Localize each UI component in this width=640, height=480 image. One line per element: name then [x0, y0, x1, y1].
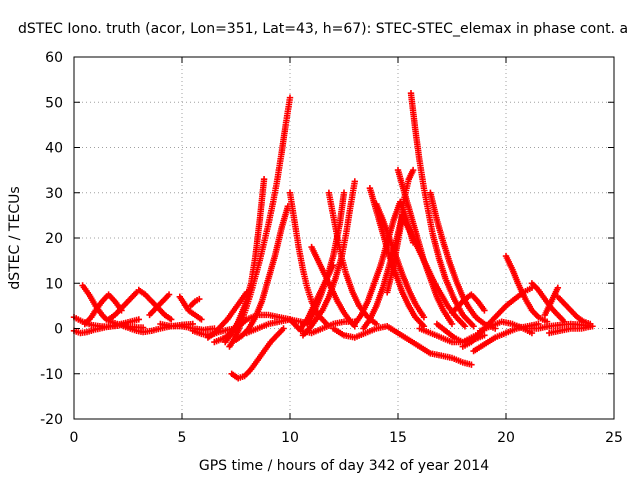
- y-tick-label: 40: [45, 141, 63, 157]
- x-tick-label: 25: [605, 430, 623, 446]
- y-tick-label: -10: [40, 367, 63, 383]
- x-tick-label: 5: [178, 430, 187, 446]
- data-series-markers: [502, 252, 551, 325]
- data-series-markers: [427, 189, 499, 332]
- data-series-markers: [81, 291, 125, 328]
- data-series-markers: [226, 94, 294, 350]
- y-tick-label: 20: [45, 231, 63, 247]
- x-tick-label: 10: [281, 430, 299, 446]
- chart-title: dSTEC Iono. truth (acor, Lon=351, Lat=43…: [18, 21, 628, 37]
- y-tick-label: 0: [54, 322, 63, 338]
- data-series-markers: [105, 289, 140, 323]
- y-tick-label: 10: [45, 276, 63, 292]
- data-series-markers: [176, 293, 205, 323]
- data-series-markers: [330, 323, 475, 368]
- y-axis-label: dSTEC / TECUs: [7, 186, 23, 289]
- data-series-markers: [157, 320, 218, 334]
- data-series-markers: [187, 295, 203, 310]
- data-series-markers: [554, 293, 594, 328]
- data-series-markers: [308, 243, 358, 330]
- data-series-markers: [399, 212, 469, 330]
- data-series-markers: [204, 289, 250, 341]
- y-tick-label: 50: [45, 95, 63, 111]
- data-series-markers: [222, 175, 268, 346]
- data-series-markers: [546, 323, 596, 337]
- tick-layer: 0 5 10 15 20 25 -20 -10 0 10 20 30 40 50 60: [40, 50, 623, 446]
- data-series-markers: [228, 325, 287, 382]
- y-tick-label: 30: [45, 186, 63, 202]
- data-series-markers: [541, 284, 562, 319]
- x-axis-label: GPS time / hours of day 342 of year 2014: [199, 458, 489, 474]
- series-layer: [70, 90, 596, 382]
- x-tick-label: 20: [497, 430, 515, 446]
- y-tick-label: 60: [45, 50, 63, 66]
- y-tick-label: -20: [40, 412, 63, 428]
- x-tick-label: 0: [70, 430, 79, 446]
- x-tick-label: 15: [389, 430, 407, 446]
- data-series-markers: [448, 291, 488, 316]
- data-series-markers: [146, 291, 173, 319]
